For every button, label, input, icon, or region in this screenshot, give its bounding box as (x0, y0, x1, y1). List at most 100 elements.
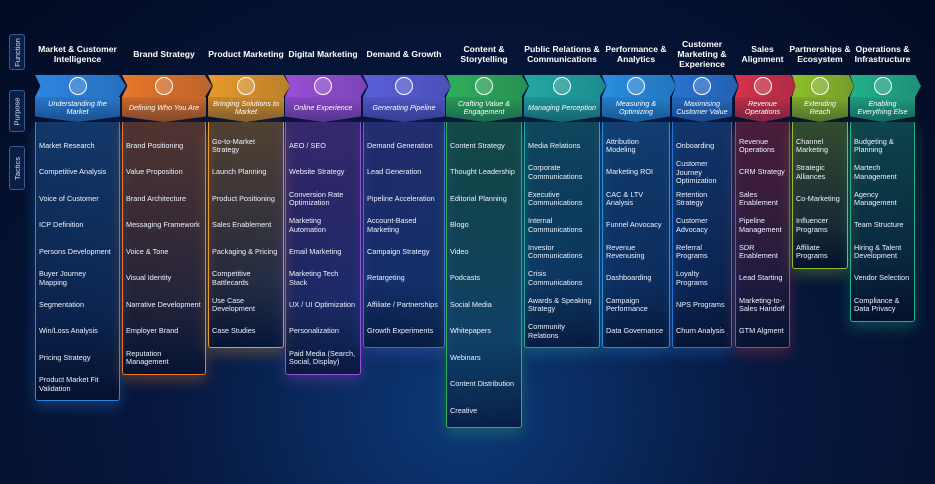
column-purpose: Bringing Solutions to Market (208, 97, 284, 122)
column-icon (395, 77, 413, 95)
column-title: Content & Storytelling (460, 44, 508, 64)
column-purpose: Measuring & Optimizing (602, 97, 670, 122)
tactic-card: AEO / SEO Website Strategy Conversion Rate… (285, 122, 361, 375)
tactic: Customer Journey Optimization (676, 159, 717, 185)
column-title: Performance & Analytics (605, 44, 667, 64)
tactic: Creative (450, 405, 478, 415)
tactic-card: Attribution Modeling Marketing ROI CAC & L… (602, 122, 670, 348)
tactic: CAC & LTV Analysis (606, 189, 644, 207)
tactic-card: Demand Generation Lead Generation Pipeline… (363, 122, 445, 348)
side-label-text: Tactics (12, 156, 22, 180)
tactic: Strategic Alliances (796, 163, 826, 181)
column-title: Public Relations & Communications (524, 44, 600, 64)
tactic: Budgeting & Planning (854, 136, 894, 154)
tactic: Sales Enablement (739, 189, 778, 207)
tactic: Compliance & Data Privacy (854, 295, 900, 313)
column-title: Sales Alignment (741, 44, 784, 64)
tactic: Buyer Journey Mapping (39, 269, 87, 287)
tactic: Use Case Development (212, 295, 255, 313)
tactic: Lead Starting (739, 273, 783, 283)
column-purpose: Extending Reach (792, 97, 848, 122)
tactic: Sales Enablement (212, 220, 272, 230)
tactic: Value Proposition (126, 167, 183, 177)
tactic: Loyalty Programs (676, 269, 708, 287)
tactic: Investor Communications (528, 242, 583, 260)
tactic: Campaign Strategy (367, 246, 430, 256)
tactic: Visual Identity (126, 273, 172, 283)
column-icon (753, 77, 772, 95)
tactic: Martech Management (854, 163, 897, 181)
tactic-card: Revenue Operations CRM Strategy Sales Enab… (735, 122, 790, 348)
tactic: Retention Strategy (676, 189, 708, 207)
tactic: Win/Loss Analysis (39, 326, 98, 336)
tactic: Whitepapers (450, 326, 491, 336)
side-label: Tactics (9, 146, 25, 190)
side-label-text: Purpose (12, 97, 22, 125)
tactic-card: Content Strategy Thought Leadership Editor… (446, 122, 522, 428)
column-purpose: Managing Perception (524, 97, 600, 122)
column-purpose: Understanding the Market (35, 97, 120, 122)
tactic: Conversion Rate Optimization (289, 189, 344, 207)
tactic-card: Brand Positioning Value Proposition Brand … (122, 122, 206, 375)
tactic: Narrative Development (126, 299, 201, 309)
column-icon (475, 77, 493, 95)
tactic: Segmentation (39, 299, 85, 309)
side-label-text: Function (12, 37, 22, 67)
column-purpose: Online Experience (285, 97, 361, 122)
tactic: Retargeting (367, 273, 405, 283)
tactic: ICP Definition (39, 220, 84, 230)
tactic: Lead Generation (367, 167, 422, 177)
column-title: Digital Marketing (288, 49, 358, 60)
tactic: Thought Leadership (450, 167, 515, 177)
column-purpose: Maximising Customer Value (672, 97, 732, 122)
tactic: Customer Advocacy (676, 216, 708, 234)
tactic: Revenue Revenusing (606, 242, 645, 260)
column-icon (811, 77, 829, 95)
tactic: Employer Brand (126, 326, 179, 336)
tactic: Executive Communications (528, 189, 583, 207)
tactic-card: Go-to-Market Strategy Launch Planning Prod… (208, 122, 284, 348)
column-icon (155, 77, 173, 95)
tactic: Awards & Speaking Strategy (528, 295, 592, 313)
tactic: Video (450, 246, 469, 256)
tactic: Brand Architecture (126, 193, 187, 203)
tactic: Referral Programs (676, 242, 708, 260)
column-title: Operations & Infrastructure (854, 44, 911, 64)
tactic: Market Research (39, 140, 95, 150)
tactic: SDR Enablement (739, 242, 778, 260)
tactic: Podcasts (450, 273, 481, 283)
column-icon (314, 77, 332, 95)
tactic: Agency Management (854, 189, 897, 207)
tactic: Go-to-Market Strategy (212, 136, 255, 154)
tactic: Personalization (289, 326, 339, 336)
column-title: Partnerships & Ecosystem (789, 44, 851, 64)
column-title: Market & Customer Intelligence (38, 44, 117, 64)
column-purpose: Crafting Value & Engagement (446, 97, 522, 122)
tactic-card: Media Relations Corporate Communications E… (524, 122, 600, 348)
tactic: Marketing Automation (289, 216, 326, 234)
tactic: Website Strategy (289, 167, 345, 177)
column-icon (873, 77, 892, 95)
tactic: Internal Communications (528, 216, 583, 234)
tactic: Affiliate Programs (796, 242, 828, 260)
tactic: Dashboarding (606, 273, 652, 283)
tactic: Email Marketing (289, 246, 342, 256)
tactic: Marketing ROI (606, 167, 654, 177)
tactic: Reputation Management (126, 348, 169, 366)
tactic: UX / UI Optimization (289, 299, 356, 309)
tactic: Vendor Selection (854, 273, 910, 283)
column-title: Demand & Growth (366, 49, 442, 60)
tactic: Team Structure (854, 220, 904, 230)
tactic: Content Distribution (450, 379, 515, 389)
tactic: Demand Generation (367, 140, 433, 150)
tactic: Content Strategy (450, 140, 505, 150)
tactic: Data Governance (606, 326, 664, 336)
tactic: Competitive Analysis (39, 167, 107, 177)
tactic: Corporate Communications (528, 163, 583, 181)
tactic: Affiliate / Partnerships (367, 299, 438, 309)
tactic: Launch Planning (212, 167, 267, 177)
side-label: Function (9, 34, 25, 70)
tactic-card: Market Research Competitive Analysis Voice… (35, 122, 120, 401)
tactic: Attribution Modeling (606, 136, 639, 154)
